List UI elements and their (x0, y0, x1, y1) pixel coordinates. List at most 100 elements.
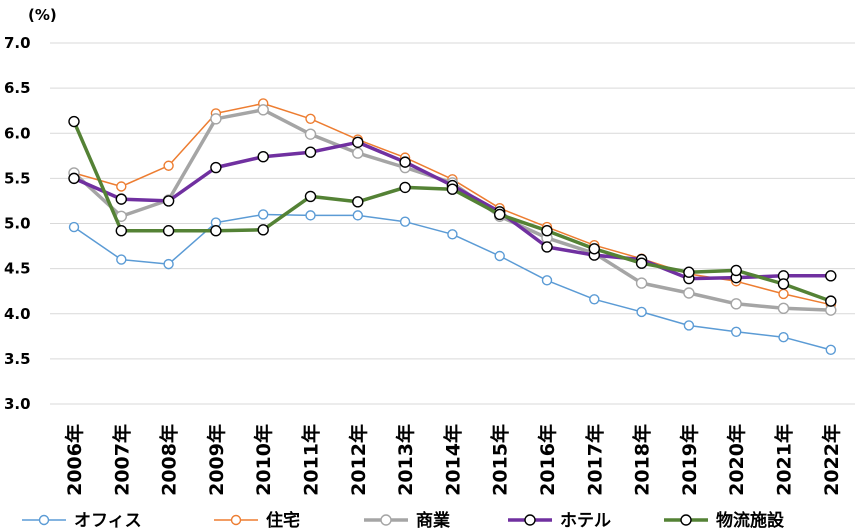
gridlines (50, 42, 855, 405)
x-tick-label: 2009年 (205, 424, 228, 496)
data-point (210, 225, 222, 237)
series-line (72, 108, 831, 312)
data-point (494, 208, 506, 221)
unit-label: (%) (28, 6, 57, 24)
series-line (73, 140, 831, 281)
x-tick-label: 2022年 (820, 424, 843, 496)
data-point (162, 225, 175, 237)
y-tick-label: 6.5 (4, 79, 31, 97)
series-3 (68, 104, 837, 316)
legend-marker (230, 514, 242, 526)
data-point (730, 264, 742, 277)
series-4 (68, 136, 837, 285)
legend-marker (524, 514, 536, 526)
y-tick-label: 5.5 (4, 169, 31, 187)
y-tick-label: 4.0 (4, 305, 31, 323)
data-point (163, 258, 174, 270)
data-point (730, 298, 742, 310)
legend-label: ホテル (560, 511, 611, 531)
x-tick-label: 2012年 (347, 424, 370, 496)
data-point (825, 344, 836, 356)
data-point (825, 270, 837, 282)
x-tick-label: 2015年 (489, 424, 512, 496)
data-point (541, 275, 553, 286)
series-line (72, 120, 832, 303)
x-tick-label: 2016年 (536, 424, 559, 496)
y-tick-label: 7.0 (4, 34, 31, 52)
legend-label: 物流施設 (716, 510, 785, 531)
data-point (304, 190, 317, 203)
data-point (399, 181, 411, 194)
series-lines (68, 98, 837, 356)
legend-marker (680, 514, 692, 526)
legend-label: 住宅 (266, 510, 300, 531)
legend-marker (380, 514, 392, 526)
legend-item: ホテル (508, 511, 611, 531)
data-point (304, 128, 317, 140)
data-point (635, 257, 648, 269)
x-tick-label: 2011年 (300, 424, 323, 496)
data-point (635, 277, 648, 289)
legend-item: オフィス (22, 511, 142, 531)
data-point (304, 146, 317, 158)
legend-label: 商業 (416, 510, 450, 531)
series-5 (68, 115, 837, 307)
x-tick-label: 2008年 (158, 424, 181, 496)
data-point (257, 224, 269, 236)
x-tick-label: 2021年 (773, 424, 796, 496)
data-point (257, 104, 269, 116)
x-tick-label: 2018年 (631, 424, 654, 496)
data-point (541, 225, 553, 237)
legend-label: オフィス (74, 511, 142, 531)
data-point (589, 294, 600, 305)
data-point (399, 156, 411, 168)
x-tick-label: 2007年 (110, 424, 133, 496)
x-tick-label: 2017年 (583, 424, 606, 496)
data-point (162, 195, 175, 207)
data-point (116, 181, 127, 192)
data-point (777, 302, 790, 315)
legend-marker (38, 514, 50, 526)
data-point (163, 160, 174, 171)
data-point (683, 287, 695, 299)
x-tick-label: 2014年 (441, 424, 464, 496)
data-point (731, 326, 742, 337)
legend-item: 商業 (364, 510, 450, 531)
data-point (399, 216, 411, 227)
x-tick-label: 2013年 (394, 424, 417, 496)
data-point (210, 161, 222, 174)
data-point (68, 221, 80, 233)
data-point (447, 229, 458, 240)
data-point (116, 254, 127, 265)
data-point (636, 306, 647, 318)
x-axis-ticks: 2006年 2007年 2008年 2009年 2010年 2011年 2012年 2013年… (63, 424, 843, 496)
data-point (777, 278, 790, 290)
legend: オフィス 住宅 商業 ホテル 物流施設 (22, 510, 785, 531)
legend-item: 住宅 (214, 510, 300, 531)
data-point (352, 147, 364, 159)
y-tick-label: 6.0 (4, 124, 31, 142)
y-tick-label: 4.5 (4, 260, 31, 278)
legend-item: 物流施設 (664, 510, 785, 531)
data-point (446, 183, 459, 195)
data-point (778, 288, 789, 300)
data-point (258, 209, 269, 220)
data-point (352, 196, 364, 208)
x-tick-label: 2010年 (252, 424, 275, 496)
data-point (210, 113, 222, 125)
data-point (68, 115, 80, 128)
data-point (825, 295, 837, 307)
data-point (257, 151, 269, 163)
data-point (68, 172, 80, 185)
data-point (305, 113, 316, 125)
data-point (115, 193, 128, 205)
x-tick-label: 2020年 (725, 424, 748, 496)
data-point (494, 250, 505, 262)
data-point (778, 332, 789, 343)
y-tick-label: 3.5 (4, 350, 31, 368)
data-point (352, 210, 363, 221)
x-tick-label: 2019年 (678, 424, 701, 496)
data-point (541, 241, 553, 253)
data-point (352, 136, 364, 148)
x-tick-label: 2006年 (63, 424, 86, 496)
